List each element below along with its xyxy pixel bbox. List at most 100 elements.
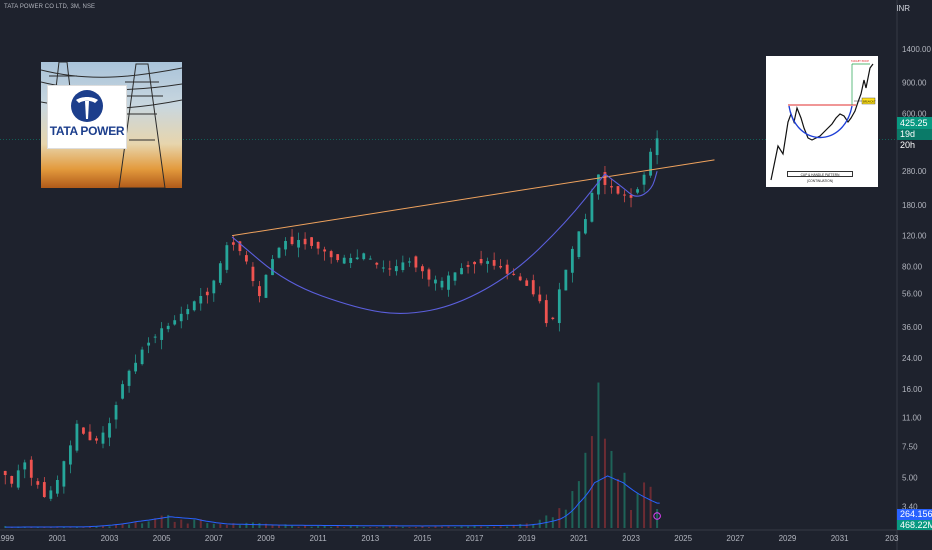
volume-bar — [297, 526, 300, 528]
volume-bar — [251, 522, 254, 528]
candle-body — [440, 280, 444, 288]
candle-body — [421, 266, 424, 272]
volume-bar — [219, 523, 222, 528]
volume-bar — [577, 481, 580, 528]
volume-bar — [343, 527, 346, 528]
candle-body — [173, 320, 177, 325]
candle-body — [36, 481, 40, 485]
candle-body — [505, 264, 509, 274]
pattern-diagram: TARGET PRICE BREAKOUT — [770, 59, 876, 181]
volume-bar — [454, 527, 457, 528]
candle-body — [303, 238, 307, 245]
candle-body — [414, 256, 418, 268]
price-tick-label: 120.00 — [902, 232, 927, 241]
candle-body — [355, 257, 359, 260]
candle-body — [297, 239, 300, 248]
price-tick-label: 900.00 — [902, 78, 927, 87]
volume-bar — [382, 526, 385, 528]
time-tick-label: 2001 — [48, 534, 66, 543]
volume-bar — [564, 509, 567, 528]
candle-body — [362, 253, 366, 260]
volume-bar — [558, 508, 561, 528]
price-tick-label: 7.50 — [902, 442, 918, 451]
volume-bar — [115, 524, 118, 528]
candle-body — [251, 266, 255, 282]
volume-bar — [173, 521, 176, 528]
candle-body — [271, 259, 274, 276]
candle-body — [453, 272, 457, 281]
volume-bar — [101, 525, 104, 528]
volume-bar — [480, 526, 483, 528]
candle-body — [121, 384, 124, 399]
volume-bar — [264, 523, 267, 528]
candle-body — [10, 475, 14, 484]
time-tick-label: 2021 — [570, 534, 588, 543]
candle-body — [179, 313, 183, 322]
candle-body — [394, 266, 398, 272]
volume-bar — [180, 519, 183, 528]
candle-body — [316, 241, 320, 249]
time-tick-label: 1999 — [0, 534, 15, 543]
volume-bar — [571, 491, 574, 528]
candle-body — [62, 461, 66, 487]
candle-body — [231, 242, 235, 245]
candle-body — [88, 431, 92, 441]
candle-body — [199, 295, 203, 304]
candle-body — [3, 470, 7, 476]
volume-bar — [121, 523, 124, 528]
candle-body — [544, 300, 548, 324]
volume-bar — [623, 472, 626, 528]
candle-body — [466, 265, 470, 267]
volume-bar — [375, 527, 378, 528]
volume-bar — [330, 526, 333, 528]
volume-bar — [414, 526, 417, 528]
candle-body — [616, 186, 620, 194]
volume-bar — [610, 450, 613, 528]
volume-bar — [36, 527, 39, 528]
candle-body — [290, 236, 294, 245]
volume-bar — [649, 486, 652, 528]
candle-body — [512, 273, 516, 275]
volume-bar — [56, 527, 59, 528]
volume-bar — [304, 525, 307, 528]
price-tick-label: 180.00 — [902, 201, 927, 210]
handle-arc — [604, 171, 658, 197]
candle-body — [192, 301, 196, 311]
price-tick-label: 11.00 — [902, 413, 922, 422]
volume-bar — [395, 526, 398, 528]
volume-bar — [467, 526, 470, 528]
volume-bar — [284, 524, 287, 528]
volume-bar — [271, 524, 274, 528]
candle-body — [160, 328, 164, 340]
volume-bar — [160, 515, 163, 528]
time-tick-label: 2025 — [674, 534, 692, 543]
candle-body — [166, 325, 170, 330]
volume-bar — [167, 514, 170, 528]
volume-bar — [630, 509, 633, 528]
candle-body — [434, 279, 437, 284]
volume-bar — [643, 482, 646, 528]
candle-body — [407, 261, 411, 263]
candle-body — [583, 219, 587, 234]
price-tick-label: 56.00 — [902, 290, 923, 299]
candle-body — [610, 186, 613, 188]
time-tick-label: 2031 — [831, 534, 849, 543]
pattern-caption: CUP & HANDLE PATTERN (CONTINUATION) — [787, 171, 853, 183]
volume-bar — [636, 493, 639, 528]
candle-body — [336, 254, 340, 261]
dividend-marker-icon — [653, 512, 661, 520]
volume-bar — [323, 525, 326, 528]
candle-body — [82, 427, 85, 434]
time-tick-label: 2013 — [361, 534, 379, 543]
candle-body — [447, 275, 450, 290]
volume-bar — [317, 526, 320, 528]
candle-body — [570, 248, 574, 273]
candle-body — [245, 255, 248, 262]
volume-bar — [278, 525, 281, 528]
candle-body — [49, 490, 53, 499]
price-tick-label: 24.00 — [902, 354, 923, 363]
currency-label[interactable]: INR — [896, 4, 910, 13]
volume-bar — [147, 521, 150, 528]
